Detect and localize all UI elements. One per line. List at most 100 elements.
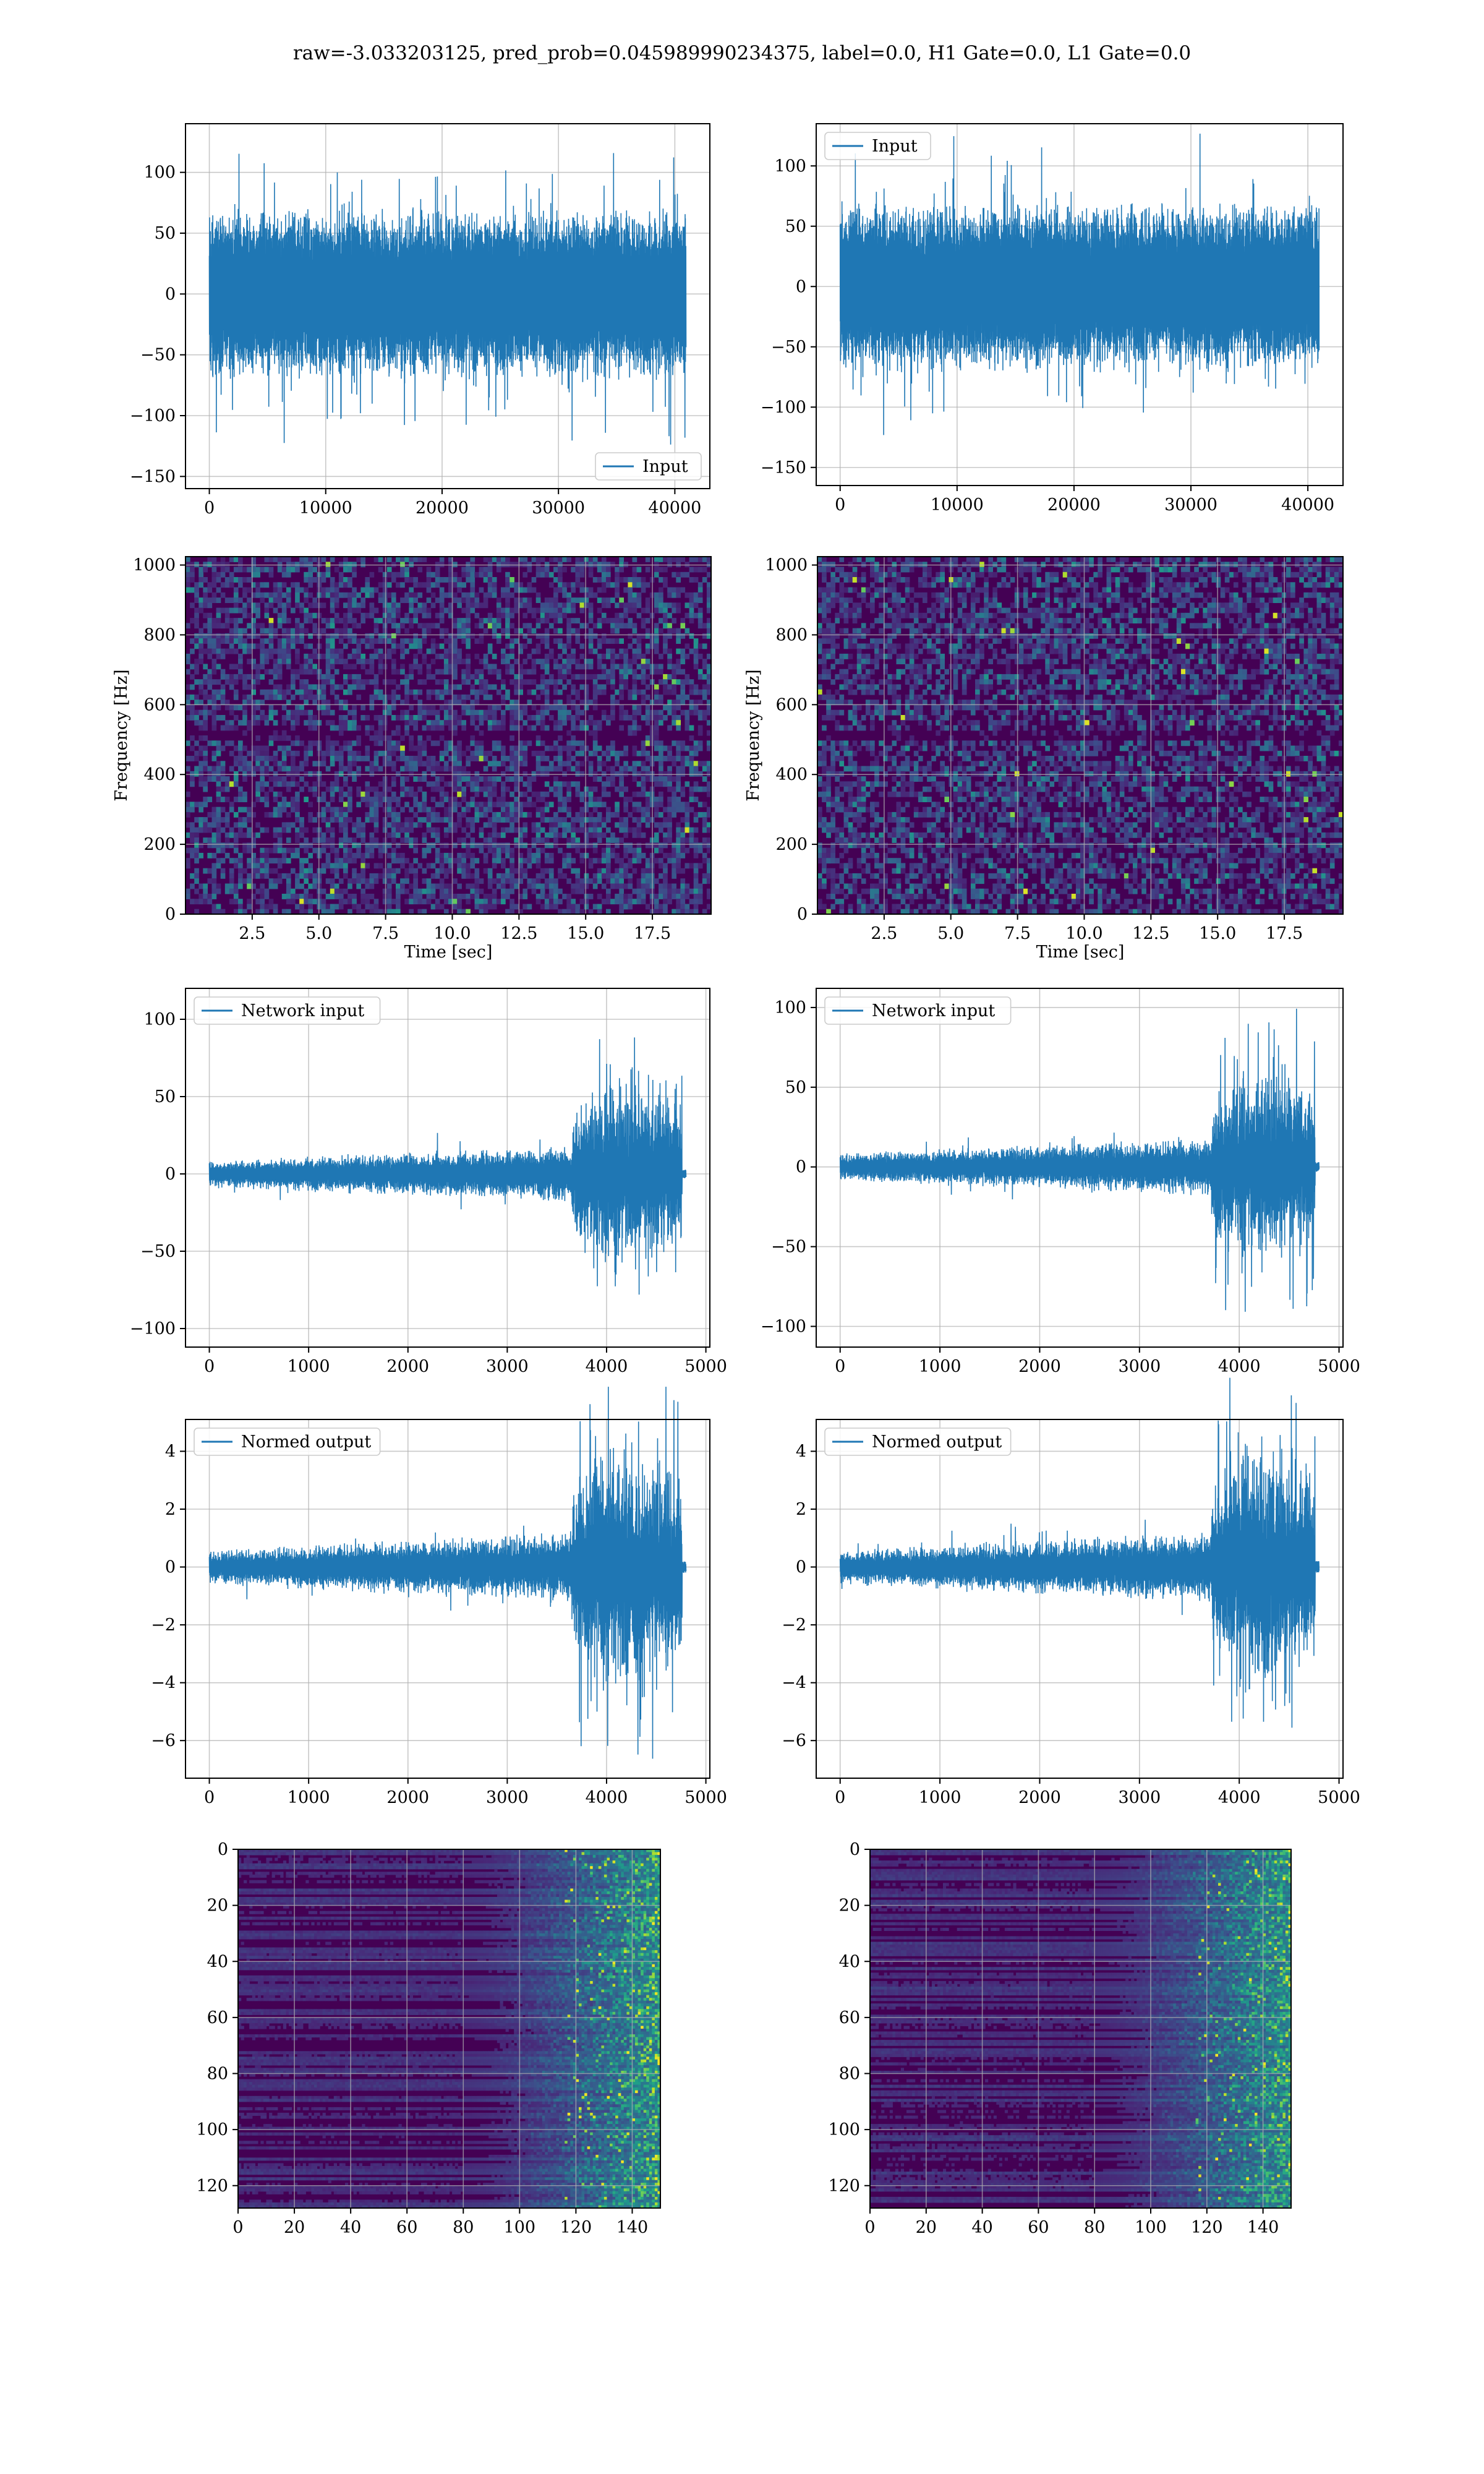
h1-spectrogram-cell: [453, 592, 458, 598]
h1-spectrogram-cell: [338, 750, 344, 756]
h1-spectrogram-cell: [641, 618, 646, 623]
h1-spectrogram-cell: [628, 904, 633, 910]
h1-spectrogram-cell: [260, 858, 265, 864]
h1-spectrogram-cell: [220, 669, 226, 675]
h1-spectrogram-cell: [579, 761, 585, 767]
h1-spectrogram-cell: [220, 909, 226, 914]
h1-spectrogram-cell: [264, 745, 270, 751]
h1-spectrogram-cell: [378, 597, 383, 603]
h1-spectrogram-cell: [255, 623, 260, 629]
h1-spectrogram-cell: [409, 761, 414, 767]
h1-spectrogram-cell: [689, 679, 694, 685]
h1-spectrogram-cell: [400, 582, 405, 588]
h1-spectrogram-cell: [360, 684, 365, 690]
h1-spectrogram-cell: [448, 883, 453, 889]
h1-spectrogram-cell: [386, 602, 392, 609]
h1-spectrogram-cell: [233, 811, 239, 818]
h1-spectrogram-cell: [466, 894, 471, 899]
h1-spectrogram-cell: [636, 878, 642, 884]
h1-spectrogram-cell: [273, 607, 278, 614]
h1-spectrogram-cell: [632, 715, 638, 721]
h1-input-ytick-label-4: 50: [155, 224, 176, 243]
h1-spectrogram-cell: [422, 715, 427, 721]
h1-spectrogram-cell: [338, 842, 344, 849]
h1-spectrogram-cell: [676, 659, 681, 664]
h1-spectrogram-cell: [659, 791, 663, 797]
h1-spectrogram-cell: [360, 873, 365, 879]
h1-spectrogram-cell: [522, 597, 528, 603]
h1-spectrogram-cell: [430, 827, 436, 833]
h1-spectrogram-cell: [663, 904, 668, 910]
h1-spectrogram-cell: [457, 852, 462, 858]
h1-spectrogram-cell: [264, 602, 270, 609]
h1-spectrogram-cell: [308, 883, 313, 889]
h1-spectrogram-cell: [483, 822, 488, 828]
h1-spectrogram-cell: [479, 567, 484, 573]
h1-spectrogram-cell: [672, 894, 676, 899]
h1-spectrogram-cell: [321, 684, 326, 690]
h1-spectrogram-cell: [198, 781, 203, 787]
h1-spectrogram-cell: [466, 577, 471, 583]
h1-spectrogram-cell: [693, 771, 699, 777]
h1-spectrogram-cell: [224, 567, 230, 573]
h1-spectrogram-cell: [610, 878, 615, 884]
h1-spectrogram-cell: [527, 582, 532, 588]
h1-spectrogram-cell: [562, 709, 567, 716]
h1-spectrogram-cell: [439, 894, 445, 899]
h1-spectrogram-cell: [338, 592, 344, 598]
h1-spectrogram-cell: [592, 633, 598, 639]
h1-spectrogram-cell: [348, 817, 352, 823]
h1-spectrogram-cell: [601, 822, 607, 828]
h1-spectrogram-cell: [615, 802, 620, 808]
h1-spectrogram-cell: [233, 832, 239, 838]
h1-spectrogram-cell: [641, 674, 646, 680]
h1-spectrogram-cell: [198, 602, 203, 609]
h1-spectrogram-cell: [697, 847, 703, 854]
h1-spectrogram-cell: [601, 618, 607, 623]
h1-spectrogram-cell: [659, 587, 663, 593]
h1-spectrogram-cell: [251, 664, 256, 670]
h1-spectrogram-cell: [373, 878, 379, 884]
h1-spectrogram-cell: [409, 817, 414, 823]
h1-spectrogram-cell: [260, 638, 265, 644]
h1-spectrogram-cell: [654, 694, 659, 700]
h1-spectrogram-cell: [203, 817, 208, 823]
h1-spectrogram-cell: [553, 822, 558, 828]
h1-spectrogram-cell: [514, 868, 519, 874]
h1-spectrogram-cell: [615, 894, 620, 899]
h1-spectrogram-cell: [325, 904, 331, 910]
h1-spectrogram-cell: [325, 700, 331, 706]
h1-spectrogram-cell: [680, 827, 686, 833]
h1-spectrogram-cell: [601, 786, 607, 792]
l1-spectrogram-cell: [817, 878, 822, 884]
h1-spectrogram-cell: [435, 776, 440, 782]
h1-spectrogram-cell: [641, 894, 646, 899]
h1-spectrogram-cell: [535, 557, 541, 562]
h1-spectrogram-cell: [251, 607, 256, 614]
h1-spectrogram-cell: [522, 709, 528, 716]
h1-spectrogram-cell: [308, 852, 313, 858]
h1-spectrogram-cell: [531, 659, 537, 664]
h1-spectrogram-cell: [365, 811, 370, 818]
h1-spectrogram-cell: [492, 669, 497, 675]
h1-spectrogram-cell: [417, 817, 423, 823]
h1-spectrogram-cell: [190, 771, 195, 777]
h1-spectrogram-cell: [409, 577, 414, 583]
h1-spectrogram-cell: [663, 612, 668, 618]
h1-spectrogram-cell: [229, 557, 234, 562]
h1-spectrogram-cell: [352, 904, 357, 910]
h1-spectrogram-cell: [659, 715, 663, 721]
l1-spectrogram-cell: [817, 628, 822, 634]
h1-spectrogram-cell: [527, 786, 532, 792]
h1-spectrogram-cell: [672, 791, 676, 797]
h1-spectrogram-cell: [566, 878, 571, 884]
h1-spectrogram-cell: [566, 715, 571, 721]
h1-spectrogram-cell: [273, 797, 278, 802]
h1-spectrogram-cell: [198, 571, 203, 578]
h1-spectrogram-cell: [365, 791, 370, 797]
l1-spectrogram-cell: [817, 776, 822, 782]
h1-spectrogram-cell: [291, 643, 296, 649]
h1-spectrogram-cell: [382, 899, 388, 905]
h1-spectrogram-cell: [558, 786, 563, 792]
h1-spectrogram-cell: [409, 623, 414, 629]
